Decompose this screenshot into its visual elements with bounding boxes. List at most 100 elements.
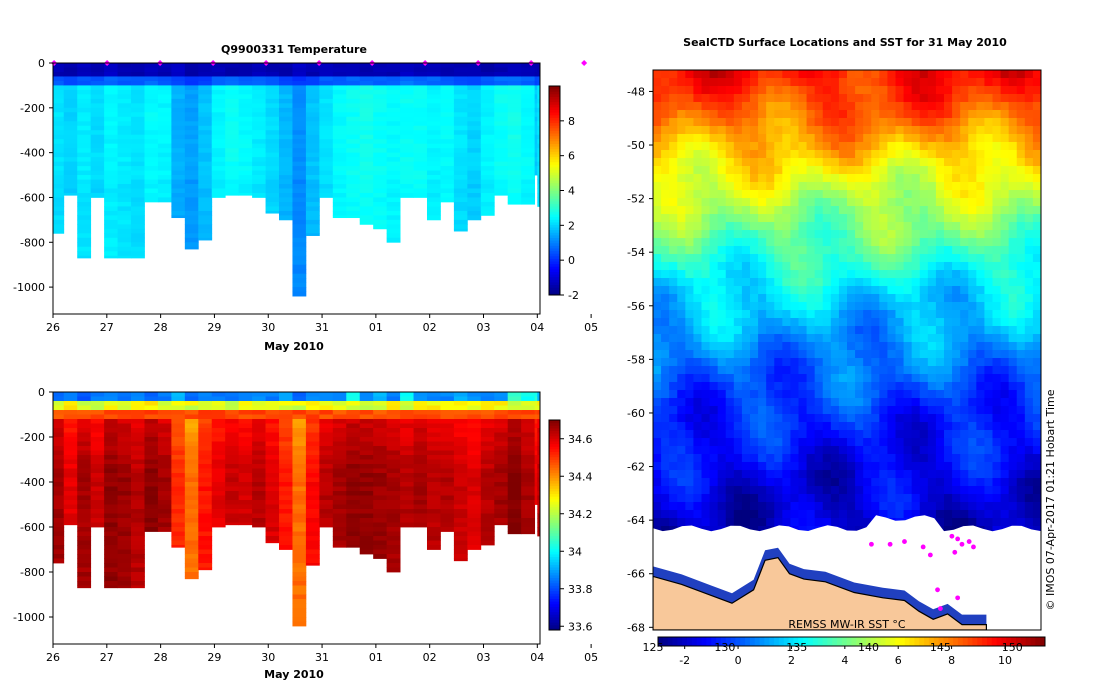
section-cell — [252, 459, 266, 465]
section-cell — [279, 437, 293, 442]
section-cell — [521, 85, 536, 91]
section-cell — [279, 148, 293, 154]
sst-cell — [927, 78, 937, 87]
sst-cell — [1032, 142, 1041, 151]
section-cell — [90, 473, 105, 478]
section-cell — [53, 63, 65, 68]
sst-cell — [903, 110, 913, 119]
section-cell — [467, 98, 482, 104]
section-cell — [400, 464, 414, 469]
section-cell — [104, 188, 118, 194]
section-cell — [117, 468, 132, 474]
section-cell — [305, 455, 320, 460]
section-cell — [413, 98, 428, 104]
sst-cell — [919, 318, 929, 327]
colorbar-segment — [549, 153, 560, 158]
section-cell — [319, 161, 334, 167]
sst-cell — [766, 238, 775, 247]
sst-cell — [806, 278, 816, 287]
section-cell — [279, 188, 293, 194]
section-cell — [279, 76, 293, 82]
section-cell — [292, 107, 307, 113]
section-cell — [279, 210, 293, 216]
section-cell — [332, 80, 347, 86]
section-cell — [507, 197, 522, 203]
sst-cell — [685, 134, 694, 143]
sst-cell — [911, 190, 921, 199]
sst-cell — [855, 406, 864, 415]
section-cell — [480, 85, 495, 91]
section-cell — [453, 446, 468, 451]
section-cell — [359, 166, 374, 171]
sst-cell — [774, 166, 783, 175]
section-cell — [426, 455, 441, 460]
section-cell — [53, 161, 65, 167]
section-cell — [252, 152, 266, 158]
section-cell — [171, 166, 186, 171]
sst-cell — [741, 366, 751, 375]
sst-cell — [725, 166, 735, 175]
colorbar-segment — [549, 422, 560, 426]
section-cell — [319, 428, 334, 433]
section-cell — [171, 98, 186, 104]
section-cell — [279, 500, 293, 505]
sst-cell — [653, 142, 662, 151]
sst-cell — [709, 94, 719, 103]
sst-cell — [887, 206, 896, 215]
section-cell — [131, 446, 145, 451]
section-cell — [198, 531, 213, 537]
sst-cell — [911, 358, 921, 367]
section-cell — [453, 152, 468, 158]
section-cell — [225, 134, 240, 140]
sst-cell — [838, 254, 848, 263]
section-cell — [90, 170, 105, 176]
section-cell — [305, 215, 320, 221]
section-cell — [198, 401, 213, 406]
section-cell — [534, 432, 538, 438]
sst-cell — [725, 126, 735, 135]
section-cell — [265, 446, 280, 451]
sst-cell — [677, 118, 686, 127]
section-cell — [265, 405, 280, 411]
sst-cell — [669, 190, 678, 199]
sst-cell — [661, 190, 670, 199]
section-cell — [279, 522, 293, 528]
section-cell — [117, 184, 132, 189]
colorbar-segment — [549, 475, 560, 479]
section-cell — [53, 166, 65, 171]
section-cell — [292, 423, 307, 429]
section-cell — [534, 464, 538, 469]
section-cell — [144, 179, 159, 185]
section-cell — [521, 428, 536, 433]
section-cell — [104, 210, 118, 216]
section-cell — [319, 94, 334, 100]
sst-cell — [944, 246, 953, 255]
section-cell — [104, 148, 118, 154]
sst-cell — [766, 278, 775, 287]
sst-cell — [927, 238, 937, 247]
sst-cell — [701, 286, 711, 295]
section-cell — [305, 513, 320, 519]
section-cell — [332, 89, 347, 95]
section-cell — [265, 125, 280, 131]
section-cell — [53, 201, 65, 207]
sst-cell — [685, 182, 694, 191]
sst-cell — [895, 358, 905, 367]
section-cell — [386, 184, 401, 189]
sst-cell — [830, 318, 840, 327]
sst-cell — [935, 86, 945, 95]
section-cell — [507, 166, 522, 171]
section-cell — [279, 491, 293, 496]
section-cell — [305, 188, 320, 194]
section-cell — [440, 428, 455, 433]
sst-cell — [782, 326, 791, 335]
section-cell — [77, 67, 92, 73]
sst-cell — [895, 214, 905, 223]
section-cell — [198, 567, 213, 571]
section-cell — [265, 179, 280, 185]
sst-cell — [693, 270, 702, 279]
section-cell — [63, 495, 78, 501]
section-cell — [77, 428, 92, 433]
sst-cell — [806, 374, 816, 383]
section-cell — [117, 175, 132, 180]
